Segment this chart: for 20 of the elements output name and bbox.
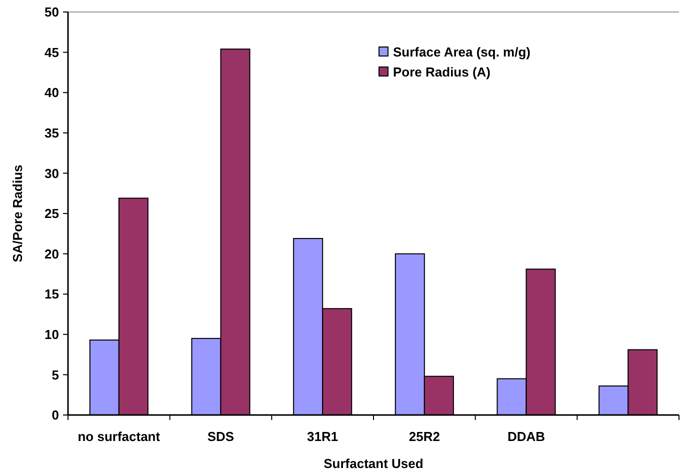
- y-tick-label: 10: [44, 326, 59, 342]
- x-tick-label: DDAB: [507, 429, 546, 444]
- y-tick-label: 40: [44, 85, 59, 100]
- x-tick-label: 25R2: [408, 429, 440, 444]
- y-tick-label: 5: [52, 367, 59, 382]
- x-tick-label: 31R1: [307, 429, 338, 444]
- y-tick-label: 30: [44, 166, 59, 181]
- legend-label: Pore Radius (A): [393, 64, 491, 80]
- y-tick-label: 35: [44, 125, 59, 140]
- x-tick-label: SDS: [207, 429, 234, 444]
- y-tick-label: 20: [44, 246, 59, 262]
- y-tick-label: 25: [44, 206, 59, 222]
- y-tick-label: 0: [52, 408, 59, 423]
- x-tick-label: no surfactant: [78, 429, 161, 444]
- y-tick-label: 15: [44, 286, 59, 302]
- y-axis-title: SA/Pore Radius: [10, 164, 25, 262]
- y-tick-label: 45: [44, 44, 59, 60]
- legend-label: Surface Area (sq. m/g): [393, 44, 531, 60]
- y-tick-label: 50: [44, 4, 59, 20]
- x-axis-title: Surfactant Used: [324, 456, 424, 471]
